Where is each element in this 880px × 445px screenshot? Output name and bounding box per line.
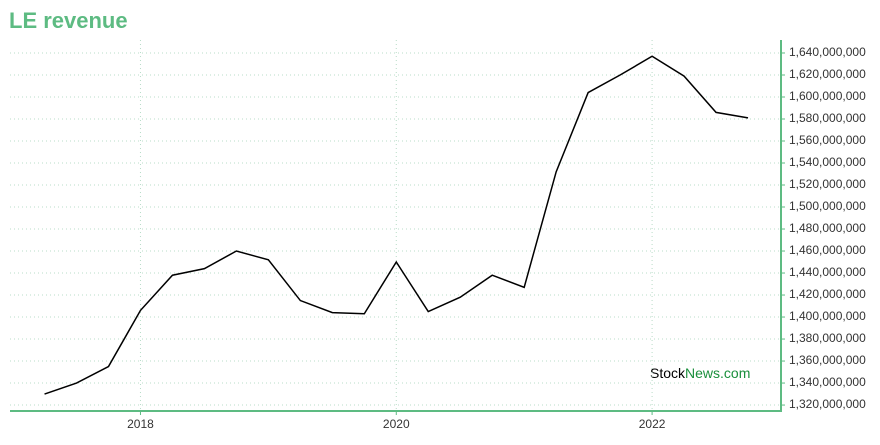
y-tick-label: 1,620,000,000 <box>789 67 866 81</box>
y-tick-label: 1,480,000,000 <box>789 221 866 235</box>
y-tick-label: 1,580,000,000 <box>789 111 866 125</box>
watermark-news: News.com <box>685 365 750 381</box>
y-tick-label: 1,500,000,000 <box>789 199 866 213</box>
x-tick-label: 2022 <box>639 417 666 431</box>
y-tick-label: 1,340,000,000 <box>789 375 866 389</box>
y-tick-label: 1,320,000,000 <box>789 397 866 411</box>
y-tick-label: 1,440,000,000 <box>789 265 866 279</box>
y-tick-label: 1,600,000,000 <box>789 89 866 103</box>
y-tick-label: 1,400,000,000 <box>789 309 866 323</box>
y-tick-label: 1,540,000,000 <box>789 155 866 169</box>
x-tick-label: 2020 <box>383 417 410 431</box>
y-tick-label: 1,380,000,000 <box>789 331 866 345</box>
y-tick-label: 1,520,000,000 <box>789 177 866 191</box>
chart-title: LE revenue <box>9 8 128 33</box>
y-tick-label: 1,360,000,000 <box>789 353 866 367</box>
y-tick-label: 1,560,000,000 <box>789 133 866 147</box>
y-tick-label: 1,420,000,000 <box>789 287 866 301</box>
watermark: StockNews.com <box>650 365 750 381</box>
y-tick-label: 1,640,000,000 <box>789 45 866 59</box>
x-tick-label: 2018 <box>127 417 154 431</box>
watermark-stock: Stock <box>650 365 686 381</box>
y-tick-label: 1,460,000,000 <box>789 243 866 257</box>
line-series <box>44 55 749 395</box>
